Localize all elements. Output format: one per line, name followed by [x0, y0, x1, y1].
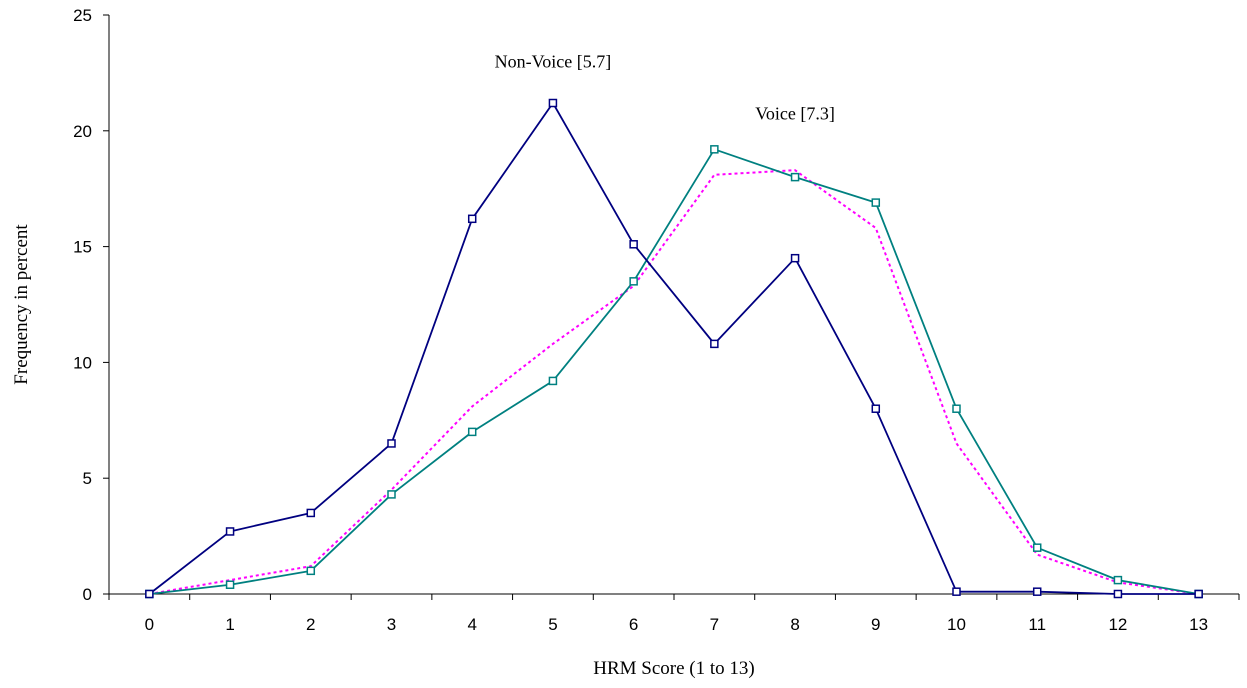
data-point-non-voice: [1032, 587, 1042, 596]
x-tick-label: 4: [467, 615, 476, 634]
annotation-voice: Voice [7.3]: [755, 103, 835, 123]
y-tick-label: 15: [73, 238, 92, 257]
data-point-voice: [225, 580, 235, 589]
data-point-voice: [952, 404, 961, 413]
data-point-voice: [467, 427, 477, 437]
series-total: [149, 169, 1199, 595]
data-point-non-voice: [790, 253, 800, 263]
x-tick-label: 6: [629, 615, 638, 634]
x-tick-label: 0: [145, 615, 154, 634]
data-point-voice: [1113, 575, 1123, 585]
x-tick-label: 2: [306, 615, 315, 634]
x-tick-label: 8: [790, 615, 799, 634]
data-point-non-voice: [306, 508, 316, 518]
data-point-non-voice: [952, 587, 961, 596]
data-point-non-voice: [225, 527, 235, 536]
x-tick-label: 10: [947, 615, 966, 634]
y-axis-title: Frequency in percent: [11, 224, 32, 385]
data-point-voice: [871, 198, 881, 207]
x-axis-title: HRM Score (1 to 13): [593, 658, 754, 679]
data-point-non-voice: [1113, 589, 1123, 599]
data-point-voice: [710, 145, 719, 154]
data-point-voice: [629, 277, 638, 286]
series-line-voice: [149, 148, 1199, 595]
x-tick-label: 13: [1189, 615, 1208, 634]
x-tick-label: 11: [1028, 615, 1046, 634]
y-tick-label: 20: [73, 122, 92, 141]
x-tick-label: 5: [548, 615, 557, 634]
data-point-non-voice: [710, 339, 719, 349]
data-point-non-voice: [871, 404, 881, 413]
data-point-non-voice: [548, 98, 558, 108]
data-point-non-voice: [467, 214, 477, 224]
annotations: Non-Voice [5.7] Voice [7.3]: [495, 51, 835, 123]
series-voice: [145, 145, 1203, 599]
y-tick-label: 5: [83, 469, 92, 488]
series-layer: [145, 98, 1203, 599]
series-line-total: [149, 169, 1199, 595]
data-point-voice: [1032, 543, 1042, 552]
data-point-non-voice: [629, 240, 638, 249]
x-tick-label: 1: [225, 615, 234, 634]
data-point-voice: [387, 490, 396, 499]
series-line-non-voice: [148, 102, 1199, 595]
series-non-voice: [145, 98, 1203, 599]
x-tick-label: 9: [871, 615, 880, 634]
data-point-voice: [306, 566, 316, 576]
data-point-voice: [790, 172, 800, 182]
x-tick-label: 3: [387, 615, 396, 634]
data-point-non-voice: [1194, 589, 1203, 599]
y-tick-label: 10: [73, 353, 92, 372]
y-tick-label: 25: [73, 6, 92, 25]
x-tick-label: 7: [710, 615, 719, 634]
annotation-non-voice: Non-Voice [5.7]: [495, 51, 612, 71]
data-point-voice: [548, 376, 558, 386]
data-point-non-voice: [145, 589, 154, 599]
data-point-non-voice: [387, 439, 396, 448]
x-tick-label: 12: [1108, 615, 1127, 634]
y-tick-label: 0: [83, 585, 92, 604]
